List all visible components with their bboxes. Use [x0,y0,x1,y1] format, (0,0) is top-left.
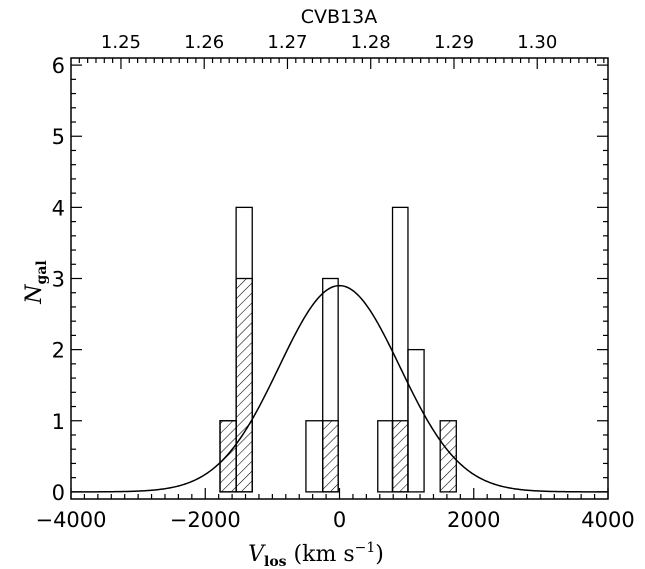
top-axis-tick-label: 1.30 [517,32,557,53]
y-tick-label: 1 [52,410,65,434]
x-tick-label: 2000 [447,508,500,532]
axis-ticks [70,58,609,499]
histogram-hatched-bar [439,420,457,493]
y-tick-label: 6 [52,54,65,78]
y-tick-label: 2 [52,339,65,363]
x-tick-label: −4000 [35,508,106,532]
top-axis-tick-label: 1.27 [267,32,307,53]
x-axis-label: Vlos (km s−1) [248,540,384,569]
x-tick-label: 4000 [581,508,634,532]
y-tick-label: 0 [52,481,65,505]
y-tick-label: 5 [52,125,65,149]
y-tick-label: 4 [52,196,65,220]
top-axis-tick-label: 1.28 [351,32,391,53]
top-axis-tick-labels: 1.25 1.26 1.27 1.28 1.29 1.30 [101,32,557,53]
histogram-hatched-bar [219,420,237,493]
y-axis-tick-labels: 0 1 2 3 4 5 6 [52,54,65,505]
x-tick-label: −2000 [170,508,241,532]
y-tick-label: 3 [52,268,65,292]
x-tick-label: 0 [333,508,346,532]
histogram-open-bar [377,420,394,493]
histogram-hatched-bar [391,420,409,493]
top-axis-tick-label: 1.25 [101,32,141,53]
histogram-hatched-bar [322,420,339,493]
histogram-open-bar [407,348,425,493]
y-axis-label: Ngal [22,260,50,304]
plot-frame [70,57,609,500]
gaussian-fit-curve [71,284,608,493]
histogram-open-bar [305,420,324,493]
chart-title: CVB13A [301,6,377,28]
top-axis-tick-label: 1.26 [184,32,224,53]
top-axis-tick-label: 1.29 [434,32,474,53]
histogram-hatched-bar [235,277,253,493]
x-axis-tick-labels: −4000 −2000 0 2000 4000 [35,508,634,532]
